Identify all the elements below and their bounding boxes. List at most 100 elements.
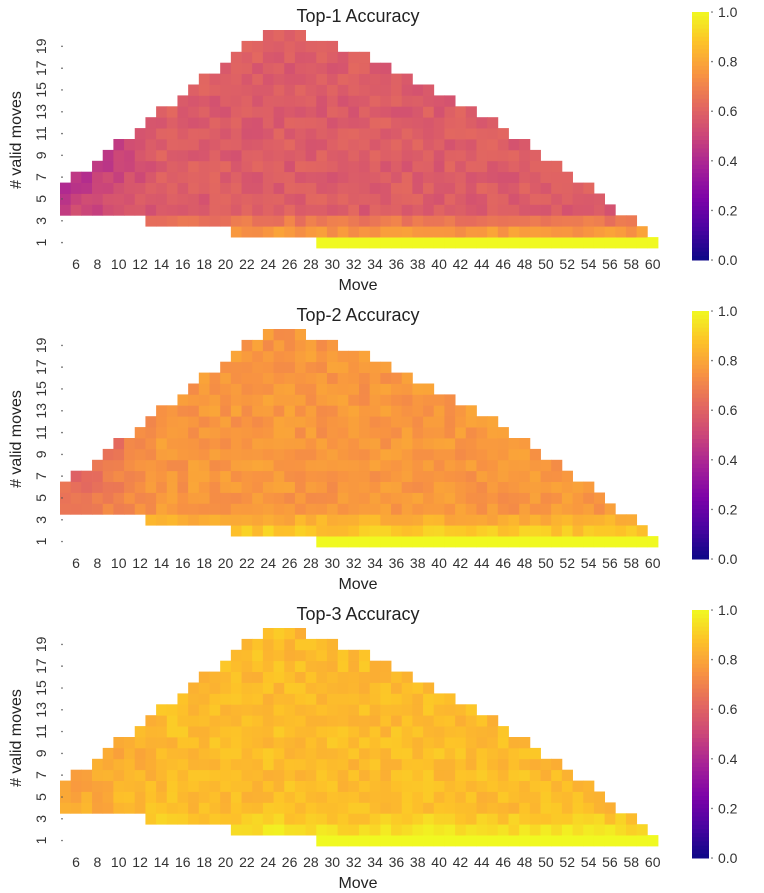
y-tick-mark bbox=[61, 111, 63, 113]
colorbar-tick-mark bbox=[711, 259, 713, 261]
colorbar-segment bbox=[692, 517, 709, 523]
heatmap-cell bbox=[198, 671, 210, 683]
y-tick-mark bbox=[61, 687, 63, 689]
heatmap-cell bbox=[348, 758, 360, 771]
heatmap-cell bbox=[412, 438, 424, 450]
heatmap-cell bbox=[359, 193, 371, 205]
heatmap-cell bbox=[583, 215, 595, 227]
heatmap-cell bbox=[391, 704, 403, 716]
heatmap-cell bbox=[487, 824, 499, 836]
heatmap-cell bbox=[230, 394, 242, 406]
heatmap-cell bbox=[294, 791, 307, 803]
heatmap-cell bbox=[220, 791, 232, 803]
heatmap-cell bbox=[433, 769, 445, 781]
colorbar-segment bbox=[692, 94, 709, 100]
heatmap-cell bbox=[284, 737, 296, 749]
heatmap-cell bbox=[156, 193, 168, 205]
heatmap-cell bbox=[294, 339, 307, 352]
colorbar-tick-mark bbox=[711, 708, 713, 710]
heatmap-cell bbox=[188, 492, 200, 504]
heatmap-cell bbox=[380, 84, 392, 96]
heatmap-cell bbox=[81, 791, 93, 803]
x-tick-label: 18 bbox=[196, 555, 212, 571]
heatmap-cell bbox=[230, 62, 242, 74]
heatmap-cell bbox=[262, 226, 274, 238]
heatmap-cell bbox=[359, 215, 371, 227]
heatmap-cell bbox=[433, 394, 445, 406]
heatmap-cell bbox=[401, 405, 413, 417]
heatmap-cell bbox=[262, 638, 274, 651]
heatmap-cell bbox=[423, 117, 435, 129]
heatmap-cell bbox=[294, 361, 307, 373]
heatmap-cell bbox=[540, 791, 552, 803]
heatmap-cell bbox=[412, 682, 424, 694]
colorbar-segment bbox=[692, 136, 709, 141]
heatmap-cell bbox=[230, 73, 242, 85]
heatmap-cell bbox=[252, 769, 264, 781]
heatmap-cell bbox=[198, 215, 210, 227]
heatmap-cell bbox=[316, 95, 328, 107]
heatmap-cell bbox=[284, 128, 296, 140]
heatmap-cell bbox=[369, 791, 381, 803]
heatmap-cell bbox=[166, 106, 178, 118]
heatmap-cell bbox=[423, 747, 435, 760]
colorbar-segment bbox=[692, 206, 709, 211]
heatmap-cell bbox=[476, 715, 488, 727]
heatmap-cell bbox=[337, 405, 349, 417]
heatmap-cell bbox=[166, 791, 178, 803]
y-tick-label: 3 bbox=[33, 516, 49, 524]
heatmap-cell bbox=[369, 416, 381, 428]
heatmap-cell bbox=[230, 215, 242, 227]
x-tick-label: 56 bbox=[602, 555, 618, 571]
heatmap-cell bbox=[583, 237, 595, 249]
heatmap-cell bbox=[487, 525, 499, 537]
heatmap-cell bbox=[262, 438, 274, 450]
heatmap-cell bbox=[284, 215, 296, 227]
heatmap-cell bbox=[220, 671, 232, 683]
heatmap-cell bbox=[241, 448, 253, 461]
heatmap-cell bbox=[455, 802, 467, 814]
heatmap-cell bbox=[262, 525, 274, 537]
heatmap-cell bbox=[359, 427, 371, 439]
heatmap-cell bbox=[177, 448, 189, 461]
heatmap-cell bbox=[391, 182, 403, 194]
heatmap-cell bbox=[262, 117, 274, 129]
heatmap-cell bbox=[401, 758, 413, 771]
heatmap-cell bbox=[241, 758, 253, 771]
heatmap-cell bbox=[337, 204, 349, 216]
heatmap-cell bbox=[252, 715, 264, 727]
heatmap-cell bbox=[337, 726, 349, 738]
heatmap-cell bbox=[519, 802, 531, 814]
heatmap-cell bbox=[433, 427, 445, 439]
heatmap-cell bbox=[401, 802, 413, 814]
heatmap-cell bbox=[444, 405, 456, 417]
heatmap-cell bbox=[284, 769, 296, 781]
heatmap-cell bbox=[572, 193, 584, 205]
heatmap-cell bbox=[540, 536, 552, 548]
heatmap-cell bbox=[348, 660, 360, 672]
heatmap-cell bbox=[284, 160, 296, 173]
colorbar-segment bbox=[692, 49, 709, 54]
heatmap-cell bbox=[529, 193, 541, 205]
heatmap-cell bbox=[326, 182, 339, 194]
heatmap-cell bbox=[145, 448, 157, 461]
heatmap-cell bbox=[113, 193, 125, 205]
heatmap-cell bbox=[593, 503, 606, 515]
heatmap-cell bbox=[465, 747, 477, 760]
heatmap-cell bbox=[380, 704, 392, 716]
heatmap-cell bbox=[316, 459, 328, 472]
heatmap-cell bbox=[92, 470, 104, 482]
heatmap-cell bbox=[156, 182, 168, 194]
heatmap-cell bbox=[326, 350, 339, 363]
colorbar-segment bbox=[692, 115, 709, 120]
heatmap-cell bbox=[252, 726, 264, 738]
heatmap-cell bbox=[241, 769, 253, 781]
heatmap-cell bbox=[230, 459, 242, 472]
heatmap-cell bbox=[476, 215, 488, 227]
heatmap-cell bbox=[316, 802, 328, 814]
heatmap-cell bbox=[561, 525, 573, 537]
heatmap-cell bbox=[359, 503, 371, 515]
heatmap-cell bbox=[70, 791, 82, 803]
colorbar-tick-label: 1.0 bbox=[718, 602, 738, 618]
colorbar-tick-mark bbox=[711, 310, 713, 312]
